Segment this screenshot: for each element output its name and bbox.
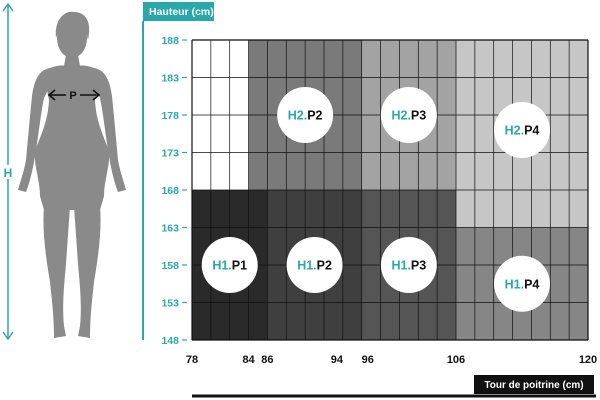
zone-label-h1-p1: H1.P1 [212,259,247,273]
zone-label-h1-p3: H1.P3 [391,259,426,273]
zone-label-circle [286,237,343,293]
x-tick-label: 120 [579,354,597,366]
silhouette-figure [18,11,126,338]
y-tick-label: 173 [161,148,179,160]
figure-left-leg [43,206,70,338]
x-axis-title-box [474,375,594,394]
y-tick-label: 163 [161,223,179,235]
chest-measure: P [47,89,101,102]
figure-right-leg [74,206,101,338]
zone-label-circle [277,87,334,143]
y-tick-label: 148 [161,335,179,347]
figure-right-arm [94,68,126,192]
height-arrow-bottom-head [2,331,14,341]
x-ticks-layer: 78 84 86 94 96 106 120 [186,354,597,366]
figure-left-arm [18,68,50,192]
x-tick-label: 84 [242,354,255,366]
zone-label-circle [380,87,437,143]
x-tick-label: 106 [447,354,465,366]
zone-label-circle [494,102,550,158]
y-tick-label: 178 [161,110,179,122]
figure-torso [34,65,110,210]
y-axis-title: Hauteur (cm) [149,6,214,18]
zone-label-h2-p2: H2.P2 [288,109,323,123]
x-tick-label: 94 [331,354,344,366]
y-tick-label: 183 [161,73,179,85]
zone-label-circle [494,255,550,312]
zone-label-circle [380,237,437,293]
zone-label-h2-p3: H2.P3 [391,109,426,123]
chest-marker-label: P [69,90,76,102]
zone-label-h2-p4: H2.P4 [505,124,540,138]
chest-arrow-left-head [47,89,56,101]
x-tick-label: 86 [261,354,273,366]
x-tick-label: 96 [362,354,374,366]
zone-label-h1-p2: H1.P2 [297,259,332,273]
zone-labels-layer: H1.P1 H1.P2 H1.P3 H1.P4 H2.P2 H2.P3 H2.P4 [201,87,550,312]
y-tick-label: 158 [161,260,179,272]
zone-label-h1-p4: H1.P4 [505,277,540,291]
height-measure: H [2,2,14,341]
chest-arrow-right-head [92,89,101,101]
y-tick-label: 188 [161,35,179,47]
height-marker-label: H [4,166,13,180]
y-tick-label: 168 [161,185,179,197]
x-axis-title: Tour de poitrine (cm) [484,380,583,391]
figure-hair [55,11,90,40]
height-arrow-top-head [2,2,14,12]
figure-neck [64,55,80,66]
y-axis-title-box [143,2,214,21]
height-marker-mask [2,165,14,179]
x-tick-label: 78 [186,354,198,366]
figure-head [57,18,87,58]
y-ticks-layer: 188 183 178 173 168 163 158 153 148 [161,35,187,347]
zone-label-circle [201,237,258,293]
y-tick-label: 153 [161,298,179,310]
